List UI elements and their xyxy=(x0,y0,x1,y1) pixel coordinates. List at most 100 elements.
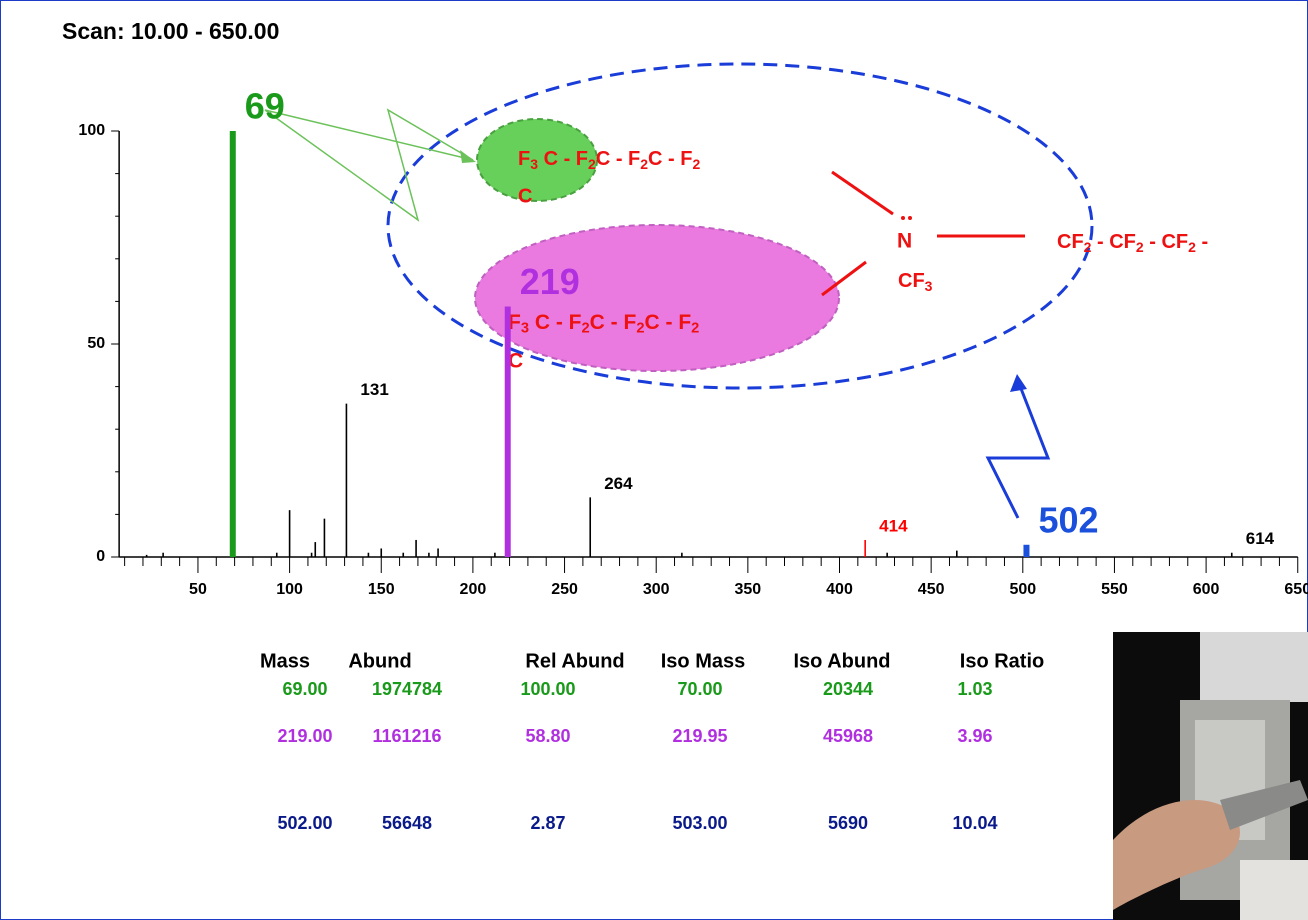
subscript: 3 xyxy=(925,278,933,294)
table-cell: 503.00 xyxy=(672,813,727,833)
formula-part: CF xyxy=(1057,231,1084,253)
table-cell: 2.87 xyxy=(530,813,565,833)
table-cell: 1.03 xyxy=(957,679,992,699)
y-tick-label: 50 xyxy=(87,335,105,352)
formula-part: C - F xyxy=(529,311,582,334)
formula-part: C - F xyxy=(645,311,692,334)
lone-pair xyxy=(908,216,912,220)
formula-part: C - F xyxy=(538,148,588,170)
peak xyxy=(956,551,958,557)
formula-part: C - F xyxy=(648,148,692,170)
x-tick-label: 600 xyxy=(1193,581,1220,598)
formula-part: C - F xyxy=(596,148,640,170)
table-cell: 20344 xyxy=(823,679,873,699)
table-cell: 1974784 xyxy=(372,679,442,699)
x-tick-label: 250 xyxy=(551,581,578,598)
chain: CF2 - CF2 - CF2 - xyxy=(1057,231,1208,254)
peak-label: 264 xyxy=(604,474,633,493)
table-header: Rel Abund xyxy=(525,650,624,672)
subscript: 2 xyxy=(640,156,648,172)
formula-part: - CF xyxy=(1144,231,1188,253)
subscript: 2 xyxy=(1084,239,1092,255)
peak xyxy=(415,540,417,557)
peak xyxy=(380,548,382,557)
subscript: 2 xyxy=(691,320,699,336)
slide: Scan: 10.00 - 650.00 F3 C - F2C - F2C - … xyxy=(0,0,1308,920)
formula-part: C - F xyxy=(590,311,637,334)
table-cell: 10.04 xyxy=(952,813,997,833)
subscript: 2 xyxy=(636,320,644,336)
table-cell: 219.95 xyxy=(672,726,727,746)
subscript: 2 xyxy=(582,320,590,336)
peak xyxy=(402,553,404,557)
peak xyxy=(368,553,370,557)
x-tick-label: 200 xyxy=(460,581,487,598)
peak-label-large: 69 xyxy=(245,86,285,127)
table-cell: 5690 xyxy=(828,813,868,833)
peak-label: 131 xyxy=(360,380,388,399)
peak xyxy=(428,553,430,557)
x-tick-label: 500 xyxy=(1009,581,1036,598)
peak xyxy=(324,519,326,557)
peak xyxy=(276,553,278,557)
x-tick-label: 450 xyxy=(918,581,945,598)
table-header: Abund xyxy=(348,650,411,672)
peak xyxy=(314,542,316,557)
table-cell: 502.00 xyxy=(277,813,332,833)
x-tick-label: 350 xyxy=(734,581,761,598)
formula-upper: F3 C - F2C - F2C - F2 xyxy=(518,148,700,171)
table-cell: 3.96 xyxy=(957,726,992,746)
peak xyxy=(346,404,348,557)
peak xyxy=(589,497,591,557)
peak-label-large: 219 xyxy=(520,261,580,302)
peak-label: 614 xyxy=(1246,529,1275,548)
chart-title: Scan: 10.00 - 650.00 xyxy=(62,18,279,44)
subscript: 2 xyxy=(1136,239,1144,255)
table-header: Iso Abund xyxy=(793,650,890,672)
photo xyxy=(1113,632,1308,920)
table-cell: 56648 xyxy=(382,813,432,833)
subscript: 2 xyxy=(1188,239,1196,255)
x-tick-label: 300 xyxy=(643,581,670,598)
x-tick-label: 550 xyxy=(1101,581,1128,598)
table-cell: 45968 xyxy=(823,726,873,746)
subscript: 3 xyxy=(521,320,529,336)
table-cell: 69.00 xyxy=(282,679,327,699)
peak xyxy=(494,553,496,557)
formula-lower: F3 C - F2C - F2C - F2 xyxy=(508,311,699,337)
table-header: Iso Ratio xyxy=(960,650,1044,672)
x-tick-label: 50 xyxy=(189,581,207,598)
table-header: Iso Mass xyxy=(661,650,745,672)
table-cell: 219.00 xyxy=(277,726,332,746)
table-cell: 100.00 xyxy=(520,679,575,699)
peak xyxy=(864,540,866,557)
lone-pair xyxy=(901,216,905,220)
nitrogen: N xyxy=(897,230,912,253)
formula-upper-wrap: C xyxy=(518,185,532,207)
subscript: 2 xyxy=(588,156,596,172)
peak xyxy=(230,131,236,557)
peak-label-large: 502 xyxy=(1038,499,1098,540)
peak xyxy=(437,548,439,557)
peak xyxy=(681,553,683,557)
table-cell: 70.00 xyxy=(677,679,722,699)
peak xyxy=(162,553,164,557)
peak xyxy=(886,553,888,557)
x-tick-label: 150 xyxy=(368,581,395,598)
x-tick-label: 400 xyxy=(826,581,853,598)
slide-border xyxy=(1,1,1308,920)
y-tick-label: 100 xyxy=(78,122,105,139)
subscript: 3 xyxy=(530,156,538,172)
subscript: 2 xyxy=(692,156,700,172)
x-tick-label: 100 xyxy=(276,581,303,598)
formula-part: - xyxy=(1196,231,1208,253)
formula-part: CF xyxy=(898,270,925,292)
peak xyxy=(505,307,511,557)
table-cell: 58.80 xyxy=(525,726,570,746)
peak xyxy=(311,553,313,557)
peak xyxy=(289,510,291,557)
peak xyxy=(1023,545,1029,557)
table-cell: 1161216 xyxy=(372,726,441,746)
table-header: Mass xyxy=(260,650,310,672)
formula-part: - CF xyxy=(1091,231,1135,253)
